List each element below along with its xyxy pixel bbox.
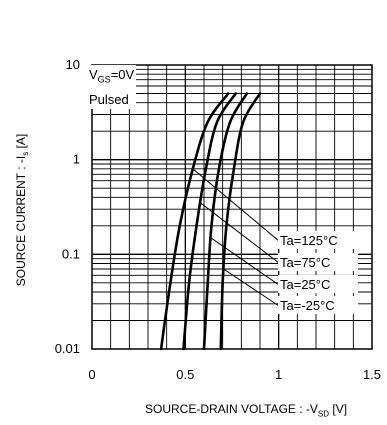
annotation-bg-2 (278, 253, 358, 271)
plot-frame (91, 64, 373, 350)
x-tick-label: 0 (88, 367, 95, 382)
annotation-label-1: Ta=125°C (280, 233, 338, 248)
vgs-symbol: V (89, 67, 98, 82)
pulsed-condition: Pulsed (89, 91, 129, 107)
annotation-leader-4 (223, 268, 280, 307)
annotation-bg-4 (278, 296, 358, 314)
annotation-label-2: Ta=75°C (280, 255, 330, 270)
y-axis-label-main: SOURCE CURRENT : -I (13, 155, 28, 287)
vgs-value: =0V (110, 67, 135, 82)
annotation-leader-3 (210, 237, 280, 286)
series-line-2 (182, 92, 238, 351)
annotation-label-3: Ta=25°C (280, 277, 330, 292)
annotation-bg-3 (278, 275, 358, 293)
series-line-1 (159, 92, 230, 351)
x-axis-label: SOURCE-DRAIN VOLTAGE : -VSD [V] (145, 402, 347, 418)
x-axis-label-sub: SD (317, 409, 330, 419)
x-axis-label-unit: [V] (329, 402, 348, 416)
vgs-condition: VGS=0V (89, 65, 134, 90)
y-axis-label-sub: s (21, 151, 31, 156)
x-tick-label: 0.5 (176, 367, 194, 382)
series-line-4 (219, 92, 262, 351)
vgs-subscript: GS (97, 74, 111, 85)
conditions-box: VGS=0V Pulsed (87, 65, 137, 109)
annotation-label-4: Ta=-25°C (280, 298, 335, 313)
series-lines (159, 92, 262, 351)
y-axis-label-unit: [A] (13, 133, 28, 152)
y-axis-label: SOURCE CURRENT : -Is [A] (14, 134, 30, 286)
annotation-leaders (192, 168, 280, 307)
annotation-bg-1 (278, 231, 358, 249)
y-tick-label: 0.01 (55, 341, 80, 356)
annotation-leader-2 (199, 202, 280, 264)
x-tick-label: 1.5 (363, 367, 381, 382)
y-tick-label: 10 (66, 57, 80, 72)
tick-labels: 0 0.5 1 1.5 0.01 0.1 1 10 (55, 57, 381, 382)
annotation-leader-1 (192, 168, 280, 242)
annotation-labels: Ta=125°C Ta=75°C Ta=25°C Ta=-25°C (278, 231, 358, 314)
y-tick-label: 0.1 (62, 246, 80, 261)
x-tick-label: 1 (275, 367, 282, 382)
x-axis-label-main: SOURCE-DRAIN VOLTAGE : -V (145, 402, 318, 416)
y-tick-label: 1 (73, 152, 80, 167)
series-line-3 (202, 92, 249, 351)
